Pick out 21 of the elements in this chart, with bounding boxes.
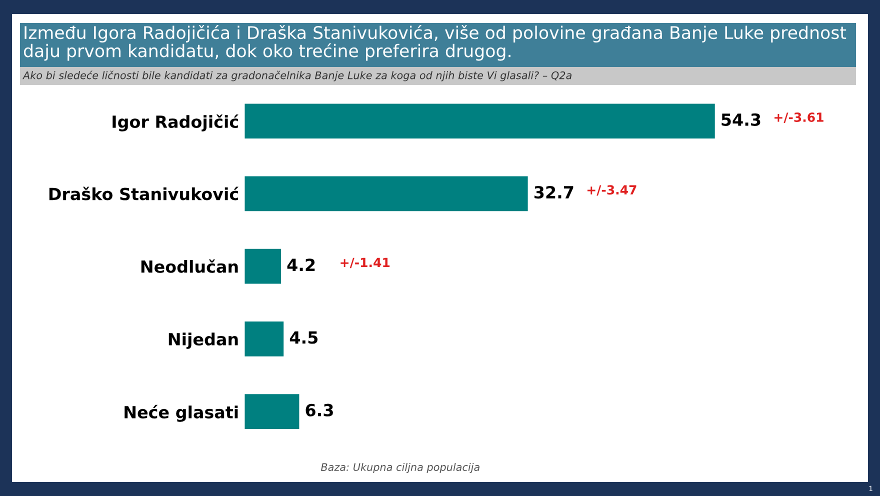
bar <box>244 322 284 356</box>
annotation: +/-1.41 <box>340 258 390 268</box>
chart-title: Između Igora Radojičića i Draška Stanivukovića, više od polovine građana Banje Luke prednost daju prvom kandidatu, dok oko trećine preferira drugog. <box>24 25 846 61</box>
y-tick-label: Neodlučan <box>141 259 238 273</box>
chart-subtitle: Ako bi sledeće ličnosti bile kandidati za gradonačelnika Banje Luke za koga od njih biste Vi glasali? – Q2a <box>22 70 572 82</box>
y-tick-label: Draško Stanivuković <box>49 186 238 200</box>
y-tick-label: Nijedan <box>168 332 238 349</box>
data-label: 6.3 <box>306 404 333 416</box>
data-label: 4.5 <box>290 331 318 344</box>
text: Baza: Ukupna ciljna populacija <box>320 462 480 474</box>
data-label: 4.2 <box>287 258 315 271</box>
data-label: 54.3 <box>722 113 760 126</box>
y-tick-label: Neće glasati <box>124 404 238 422</box>
bar <box>244 248 282 284</box>
bar <box>244 104 715 139</box>
bar <box>244 394 300 430</box>
data-label: 32.7 <box>534 186 574 199</box>
text: +/-3.61 <box>774 112 824 123</box>
annotation: +/-3.47 <box>587 185 636 196</box>
bar <box>244 176 528 212</box>
y-tick-label: Igor Radojičić <box>112 114 238 132</box>
